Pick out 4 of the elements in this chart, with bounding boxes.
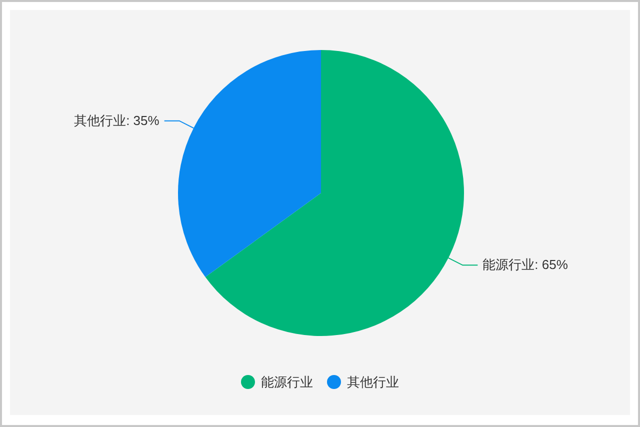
legend-label: 能源行业 bbox=[261, 374, 313, 390]
data-label: 其他行业: 35% bbox=[74, 112, 160, 128]
legend-label: 其他行业 bbox=[347, 374, 399, 390]
data-label: 能源行业: 65% bbox=[482, 257, 568, 272]
